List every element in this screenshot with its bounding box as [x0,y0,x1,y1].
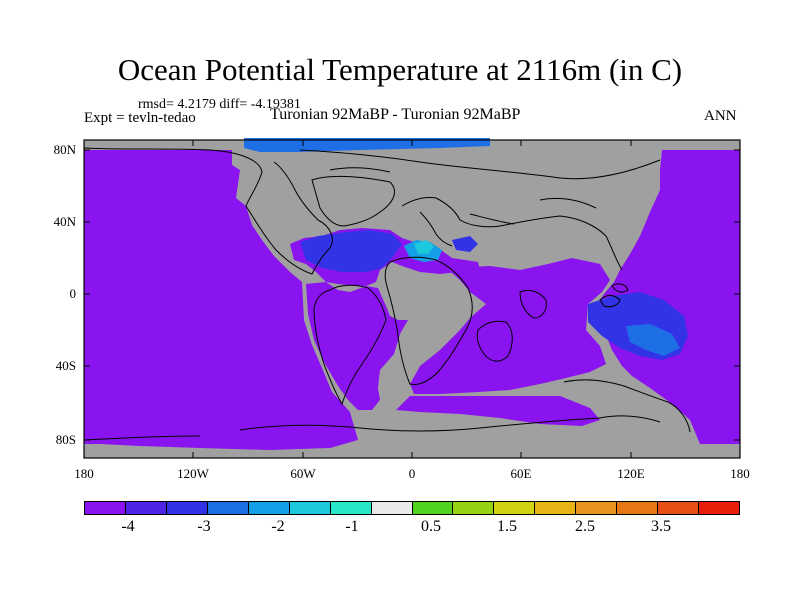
arctic-anomaly [244,138,490,152]
lon-label-180w: 180 [74,466,94,481]
colorbar-swatch [125,502,167,514]
colorbar-label: -3 [197,518,211,535]
lat-label-0: 0 [69,286,77,301]
colorbar-swatch [166,502,208,514]
colorbar-label: 2.5 [575,518,595,535]
colorbar-swatch [617,502,659,514]
axis-ticks [83,140,741,458]
tethys-anomaly [300,230,478,272]
colorbar-swatch [85,502,126,514]
colorbar [84,501,740,515]
colorbar-swatch [371,502,413,514]
season-label: ANN [704,108,737,124]
lat-label-40s: 40S [55,358,76,373]
colorbar-label: 1.5 [497,518,517,535]
rmsd-diff-stats: rmsd= 4.2179 diff= -4.19381 [138,97,301,112]
ocean-field [84,150,740,450]
lat-label-80n: 80N [53,142,76,157]
colorbar-swatch [330,502,372,514]
indian-ocean-anomaly [588,292,688,360]
lon-label-60e: 60E [510,466,532,481]
colorbar-swatch [248,502,290,514]
colorbar-swatch [207,502,249,514]
colorbar-swatch [535,502,577,514]
lon-label-60w: 60W [290,466,316,481]
coastlines [83,147,691,441]
colorbar-label: -2 [271,518,285,535]
map-title: Ocean Potential Temperature at 2116m (in… [117,52,683,87]
colorbar-swatch [576,502,618,514]
lon-label-0: 0 [408,466,416,481]
period-label: Turonian 92MaBP - Turonian 92MaBP [270,106,521,123]
colorbar-swatch [453,502,495,514]
colorbar-label: -4 [121,518,135,535]
colorbar-swatch [658,502,700,514]
colorbar-swatch [699,502,739,514]
colorbar-swatch [412,502,454,514]
colorbar-swatch [494,502,536,514]
lon-label-120e: 120E [617,466,645,481]
experiment-label: Expt = tevln-tedao [84,110,196,126]
colorbar-label: 0.5 [421,518,441,535]
colorbar-swatch [289,502,331,514]
colorbar-label: 3.5 [651,518,671,535]
lat-label-80s: 80S [55,432,76,447]
lon-label-180e: 180 [730,466,750,481]
colorbar-label: -1 [345,518,359,535]
lat-label-40n: 40N [53,214,76,229]
lon-label-120w: 120W [177,466,209,481]
